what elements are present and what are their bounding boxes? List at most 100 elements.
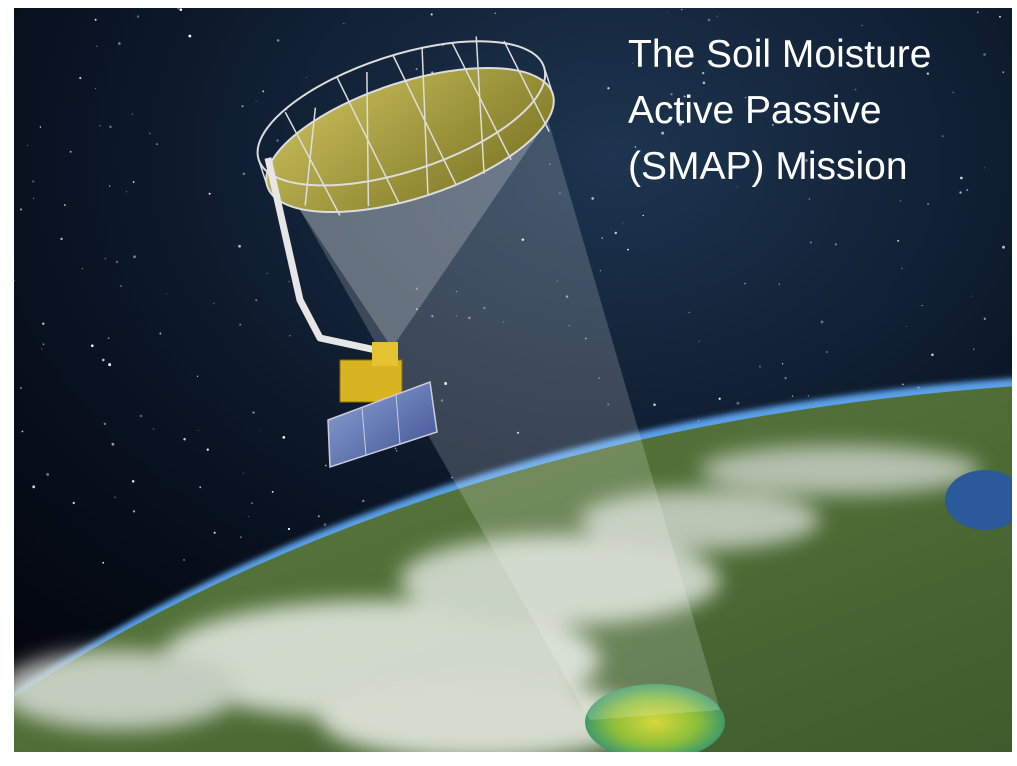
- star: [323, 523, 327, 527]
- star: [634, 146, 637, 148]
- star: [681, 9, 683, 11]
- star: [188, 34, 192, 38]
- star: [102, 561, 105, 564]
- star: [99, 125, 101, 127]
- star: [669, 49, 672, 52]
- star: [598, 377, 601, 380]
- star: [90, 344, 94, 348]
- star: [177, 8, 180, 10]
- star: [21, 430, 24, 433]
- star: [394, 447, 397, 450]
- star: [959, 176, 963, 180]
- star: [242, 172, 246, 176]
- star: [431, 315, 434, 318]
- star: [239, 323, 242, 326]
- star: [324, 464, 327, 467]
- star: [565, 295, 569, 298]
- star: [850, 170, 854, 173]
- star: [81, 268, 83, 270]
- star: [559, 192, 561, 194]
- star: [32, 180, 35, 183]
- star: [744, 97, 746, 99]
- star: [834, 243, 837, 246]
- star: [255, 100, 257, 102]
- star: [107, 337, 110, 339]
- star: [952, 91, 954, 94]
- star: [276, 39, 280, 42]
- star: [807, 395, 809, 397]
- star: [808, 198, 811, 200]
- star: [14, 279, 16, 282]
- star: [926, 72, 930, 75]
- star: [607, 87, 610, 90]
- star: [707, 18, 711, 22]
- star: [931, 353, 934, 357]
- star: [983, 167, 985, 169]
- star: [238, 244, 241, 248]
- star: [718, 397, 721, 400]
- title-line: The Soil Moisture: [628, 33, 931, 76]
- star: [242, 472, 244, 474]
- star: [183, 438, 186, 441]
- star: [494, 12, 496, 14]
- star: [60, 237, 63, 241]
- star: [114, 496, 116, 498]
- star: [852, 60, 854, 62]
- star: [622, 222, 624, 224]
- star: [966, 189, 969, 191]
- star: [999, 15, 1001, 18]
- star: [921, 304, 923, 307]
- star: [259, 430, 261, 432]
- footprint: [585, 684, 725, 752]
- star: [897, 239, 900, 242]
- star: [252, 411, 255, 414]
- star: [927, 203, 930, 205]
- star: [455, 315, 457, 317]
- star: [96, 45, 98, 47]
- star: [255, 299, 258, 302]
- star: [206, 448, 209, 451]
- star: [251, 502, 254, 505]
- star: [396, 450, 398, 452]
- star: [902, 383, 904, 386]
- star: [248, 515, 250, 517]
- star: [778, 283, 780, 285]
- star: [125, 191, 127, 193]
- star: [159, 332, 162, 335]
- star: [976, 11, 979, 14]
- star: [287, 527, 291, 531]
- star: [584, 337, 587, 340]
- star: [556, 280, 559, 282]
- star: [108, 363, 112, 367]
- star: [521, 238, 525, 241]
- star: [791, 395, 794, 397]
- star: [1002, 71, 1005, 74]
- star: [46, 473, 50, 476]
- solar-panel: [327, 380, 438, 469]
- star: [502, 321, 504, 323]
- star: [591, 197, 595, 200]
- star: [467, 316, 471, 320]
- star: [156, 143, 158, 146]
- title-line: Active Passive: [628, 89, 882, 132]
- star: [483, 306, 486, 310]
- star: [905, 325, 907, 327]
- star: [109, 125, 112, 129]
- star: [133, 255, 136, 259]
- star: [736, 186, 738, 188]
- bus: [339, 359, 403, 403]
- star: [317, 515, 320, 518]
- star: [607, 403, 610, 406]
- star: [716, 15, 718, 17]
- star: [805, 159, 808, 162]
- star: [132, 181, 135, 183]
- star: [809, 241, 812, 244]
- star: [744, 282, 746, 285]
- star: [282, 435, 286, 439]
- star: [32, 197, 35, 199]
- star: [102, 358, 105, 362]
- star: [841, 107, 844, 109]
- star: [131, 113, 134, 116]
- star: [415, 68, 418, 70]
- star: [271, 490, 274, 493]
